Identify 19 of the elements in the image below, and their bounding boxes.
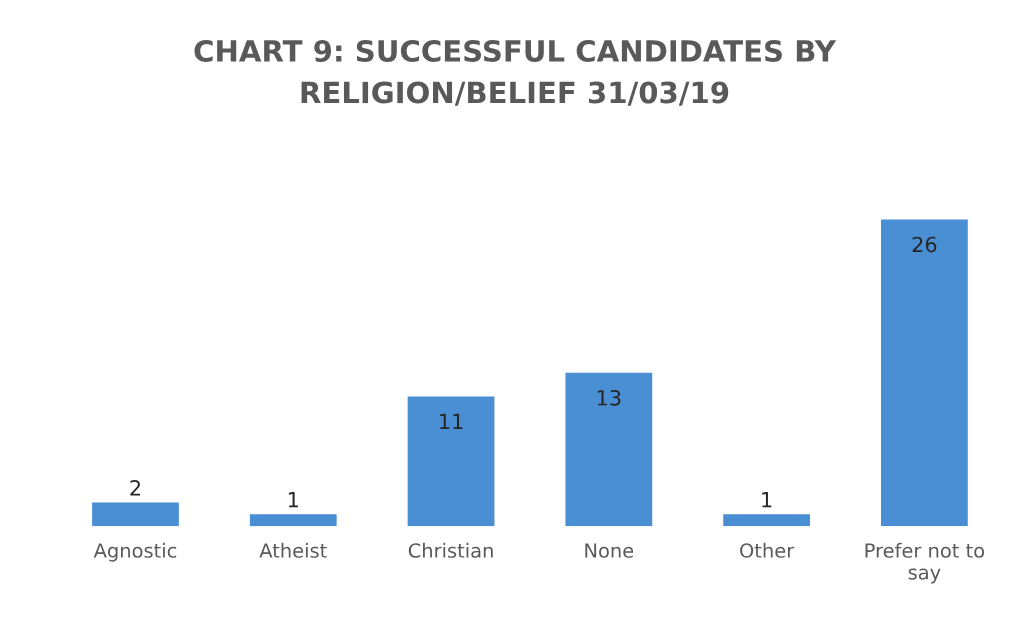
bar bbox=[92, 502, 179, 527]
data-label: 2 bbox=[130, 480, 141, 496]
data-label: 26 bbox=[912, 236, 937, 253]
x-tick-label: Prefer not to say bbox=[865, 542, 985, 584]
data-label: 1 bbox=[288, 492, 298, 508]
data-label: 1 bbox=[762, 492, 772, 508]
bar bbox=[249, 514, 337, 527]
bar bbox=[407, 396, 495, 527]
chart-title: CHART 9: SUCCESSFUL CANDIDATES BY RELIGION/BELIEF 31/03/19 bbox=[194, 39, 837, 106]
bar bbox=[723, 514, 810, 527]
x-tick-label: Other bbox=[740, 542, 795, 558]
bar bbox=[881, 219, 968, 527]
x-tick-label: None bbox=[585, 543, 634, 558]
bar bbox=[565, 372, 653, 527]
data-label: 13 bbox=[597, 389, 621, 406]
x-tick-label: Christian bbox=[408, 542, 493, 558]
data-label: 11 bbox=[440, 413, 463, 429]
x-tick-label: Atheist bbox=[259, 542, 327, 558]
x-tick-label: Agnostic bbox=[93, 542, 177, 562]
